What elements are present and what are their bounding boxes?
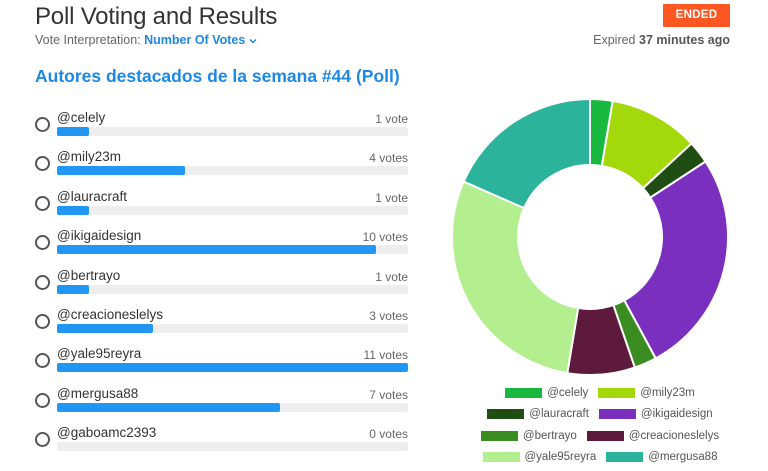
radio-button[interactable]: [35, 195, 50, 211]
option-name: @creacioneslelys: [57, 306, 163, 322]
radio-button[interactable]: [35, 235, 50, 251]
donut-slice-yale95reyra[interactable]: [452, 180, 580, 375]
radio-button[interactable]: [35, 274, 50, 290]
legend-swatch: [482, 452, 520, 463]
vote-bar-fill: [57, 127, 89, 136]
poll-option[interactable]: @mergusa88 7 votes: [35, 384, 408, 423]
option-votes: 1 vote: [375, 112, 408, 126]
option-votes: 1 vote: [375, 190, 408, 205]
legend-label: @ikigaidesign: [640, 408, 713, 421]
radio-button[interactable]: [35, 353, 50, 369]
donut-slice-mergusa88[interactable]: [462, 99, 591, 210]
option-name: @lauracraft: [57, 188, 127, 204]
poll-option[interactable]: @celely 1 vote: [35, 108, 408, 147]
vote-bar-track: [57, 284, 408, 294]
option-votes: 10 votes: [362, 230, 408, 245]
legend-swatch: [586, 430, 624, 441]
option-name: @yale95reyra: [57, 346, 142, 362]
legend-item[interactable]: @yale95reyra: [482, 451, 597, 464]
legend-item[interactable]: @ikigaidesign: [598, 408, 713, 421]
radio-button[interactable]: [35, 432, 50, 448]
option-votes: 0 votes: [369, 427, 408, 442]
legend-row: @bertrayo @creacioneslelys: [470, 425, 730, 447]
option-name: @ikigaidesign: [57, 228, 142, 244]
radio-button[interactable]: [35, 392, 50, 408]
legend-row: @yale95reyra @mergusa88: [470, 447, 730, 469]
vote-bar-fill: [57, 205, 89, 215]
option-name: @bertrayo: [57, 267, 121, 283]
vote-bar-fill: [57, 284, 89, 294]
vote-bar-track: [57, 363, 408, 373]
option-votes: 7 votes: [369, 387, 408, 402]
chevron-down-icon: [249, 38, 257, 44]
expired-prefix: Expired: [593, 33, 636, 47]
legend-swatch: [480, 430, 518, 441]
vote-bar-fill: [57, 363, 408, 373]
vote-bar-fill: [57, 402, 281, 412]
poll-option[interactable]: @ikigaidesign 10 votes: [35, 226, 408, 265]
poll-option[interactable]: @mily23m 4 votes: [35, 147, 408, 186]
option-votes: 3 votes: [369, 308, 408, 323]
radio-button[interactable]: [35, 117, 50, 132]
expired-status: Expired 37 minutes ago: [593, 33, 730, 47]
page-title: Poll Voting and Results: [35, 3, 278, 30]
poll-options-list: @celely 1 vote @mily23m 4 votes @lauracraft 1…: [35, 108, 408, 463]
option-name: @mily23m: [57, 149, 121, 165]
legend-label: @creacioneslelys: [628, 429, 720, 442]
vote-bar-track: [57, 245, 408, 255]
poll-option[interactable]: @creacioneslelys 3 votes: [35, 305, 408, 344]
poll-option[interactable]: @bertrayo 1 vote: [35, 266, 408, 305]
option-name: @celely: [57, 110, 106, 125]
legend-label: @mily23m: [640, 386, 695, 399]
option-name: @mergusa88: [57, 385, 139, 401]
votes-donut-chart: [452, 99, 728, 375]
vote-bar-fill: [57, 166, 185, 176]
poll-option[interactable]: @gaboamc2393 0 votes: [35, 423, 408, 462]
expired-time: 37 minutes ago: [639, 33, 730, 47]
donut-slice-ikigaidesign[interactable]: [622, 160, 728, 360]
legend-item[interactable]: @mily23m: [598, 387, 695, 399]
vote-bar-track: [57, 323, 408, 333]
legend-row: @celely @mily23m: [470, 382, 730, 404]
legend-label: @celely: [547, 386, 589, 399]
vote-bar-track: [57, 127, 408, 136]
legend-label: @bertrayo: [522, 429, 577, 442]
legend-item[interactable]: @creacioneslelys: [586, 429, 720, 442]
vote-interpretation: Vote Interpretation: Number Of Votes: [35, 33, 258, 47]
legend-label: @mergusa88: [648, 451, 718, 464]
radio-button[interactable]: [35, 156, 50, 172]
legend-row: @lauracraft @ikigaidesign: [470, 404, 730, 426]
vote-bar-fill: [57, 323, 153, 333]
vote-bar-track: [57, 166, 408, 176]
radio-button[interactable]: [35, 313, 50, 329]
poll-option[interactable]: @lauracraft 1 vote: [35, 187, 408, 226]
legend-swatch: [606, 452, 644, 463]
chart-legend: @celely @mily23m @lauracraft @ikigaidesign @…: [470, 382, 730, 468]
legend-item[interactable]: @bertrayo: [480, 429, 577, 442]
legend-swatch: [598, 409, 636, 420]
legend-label: @yale95reyra: [524, 451, 597, 464]
option-votes: 11 votes: [363, 348, 408, 363]
vote-bar-track: [57, 402, 408, 412]
status-badge: ENDED: [663, 4, 730, 27]
vote-interpretation-label: Vote Interpretation:: [35, 33, 141, 47]
legend-swatch: [505, 387, 543, 398]
vote-bar-track: [57, 442, 408, 452]
legend-swatch: [598, 387, 636, 398]
legend-item[interactable]: @celely: [505, 387, 588, 399]
poll-title: Autores destacados de la semana #44 (Pol…: [35, 66, 400, 86]
vote-bar-track: [57, 205, 408, 215]
vote-interpretation-select[interactable]: Number Of Votes: [144, 33, 258, 47]
option-name: @gaboamc2393: [57, 425, 157, 441]
option-votes: 4 votes: [369, 151, 408, 166]
poll-option[interactable]: @yale95reyra 11 votes: [35, 344, 408, 383]
legend-swatch: [487, 409, 525, 420]
vote-bar-fill: [57, 245, 377, 255]
legend-item[interactable]: @mergusa88: [606, 451, 717, 463]
legend-label: @lauracraft: [529, 408, 589, 421]
option-votes: 1 vote: [375, 269, 408, 284]
legend-item[interactable]: @lauracraft: [487, 408, 589, 420]
